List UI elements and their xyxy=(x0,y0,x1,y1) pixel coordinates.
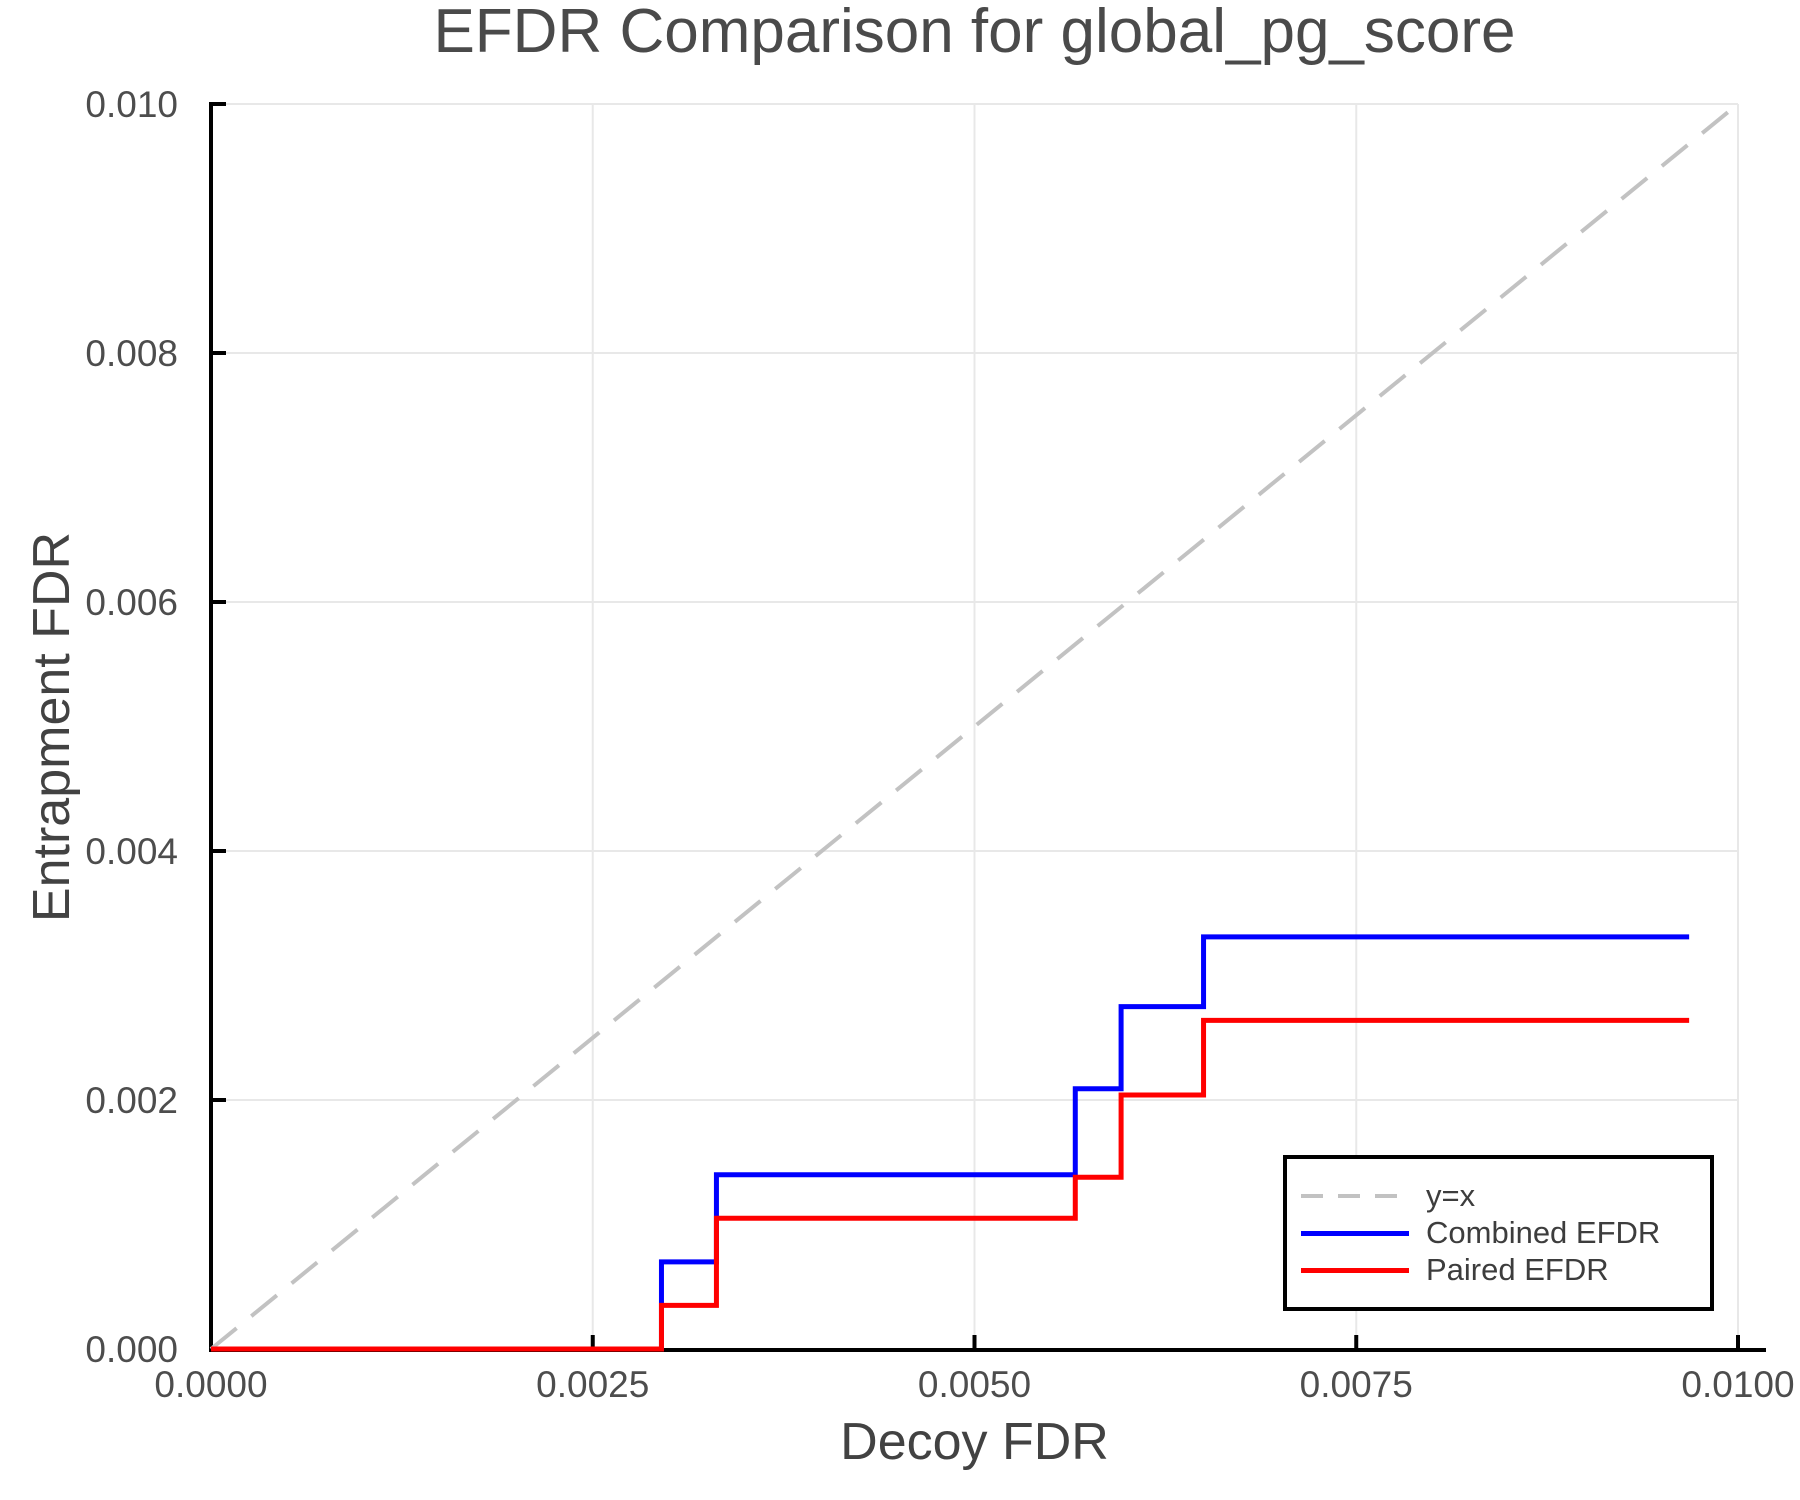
combined-efdr-step-line xyxy=(211,934,1690,1352)
x-tick-label: 0.0075 xyxy=(1300,1364,1413,1405)
y-tick-label: 0.000 xyxy=(85,1329,178,1370)
identity-line xyxy=(209,102,1740,1351)
legend-label-paired-efdr: Paired EFDR xyxy=(1426,1252,1609,1287)
y-tick-label: 0.010 xyxy=(85,84,178,125)
x-axis-label: Decoy FDR xyxy=(840,1413,1109,1471)
data-series xyxy=(209,102,1740,1352)
y-axis-label: Entrapment FDR xyxy=(23,531,81,923)
x-tick-label: 0.0025 xyxy=(536,1364,649,1405)
y-tick-label: 0.008 xyxy=(85,333,178,374)
legend-dashed-line-sample xyxy=(1301,1194,1409,1198)
legend-red-line-sample xyxy=(1301,1267,1409,1273)
x-tick-label: 0.0100 xyxy=(1681,1364,1794,1405)
legend-blue-line-sample xyxy=(1301,1230,1409,1236)
legend-label-combined-efdr: Combined EFDR xyxy=(1426,1215,1661,1250)
legend-label-yx: y=x xyxy=(1426,1178,1476,1213)
y-tick-labels: 0.000 0.002 0.004 0.006 0.008 0.010 xyxy=(85,84,178,1370)
y-tick-label: 0.004 xyxy=(85,831,178,872)
y-tick-label: 0.006 xyxy=(85,582,178,623)
gridlines xyxy=(210,103,1739,1350)
legend: y=x Combined EFDR Paired EFDR xyxy=(1283,1155,1714,1311)
x-tick-labels: 0.0000 0.0025 0.0050 0.0075 0.0100 xyxy=(154,1364,1794,1405)
legend-entry-yx: y=x xyxy=(1301,1178,1710,1215)
legend-entry-combined-efdr: Combined EFDR xyxy=(1301,1215,1710,1252)
paired-efdr-step-line xyxy=(211,1017,1690,1352)
x-tick-label: 0.0000 xyxy=(154,1364,267,1405)
y-tick-label: 0.002 xyxy=(85,1080,178,1121)
legend-entry-paired-efdr: Paired EFDR xyxy=(1301,1252,1710,1289)
chart-title: EFDR Comparison for global_pg_score xyxy=(433,0,1516,66)
x-tick-label: 0.0050 xyxy=(918,1364,1031,1405)
